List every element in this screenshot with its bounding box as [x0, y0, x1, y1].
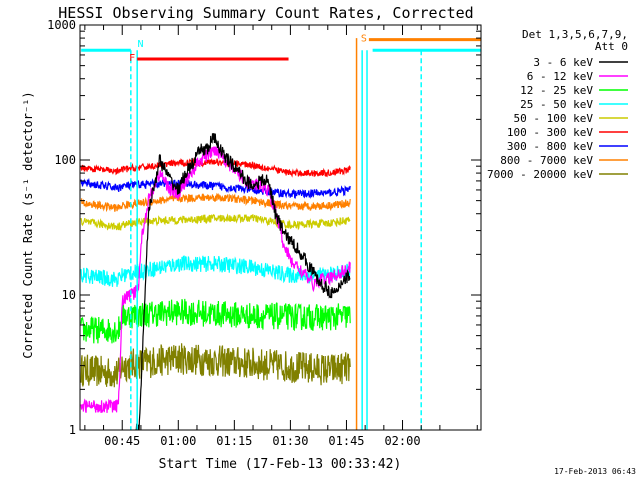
series-line-100-300-kev — [80, 157, 351, 178]
x-tick-label: 01:30 — [272, 434, 308, 448]
legend-header-line: Det 1,3,5,6,7,9, — [522, 28, 628, 41]
series-line-300-800-kev — [80, 177, 351, 200]
plot-frame — [79, 24, 482, 431]
legend-label: 7000 - 20000 keV — [487, 168, 593, 181]
x-tick-label: 01:15 — [216, 434, 252, 448]
legend-label: 50 - 100 keV — [514, 112, 594, 125]
series-line-25-50-kev — [80, 255, 351, 287]
legend-label: 25 - 50 keV — [520, 98, 593, 111]
series-line-50-100-kev — [80, 213, 351, 231]
legend-label: 300 - 800 keV — [507, 140, 593, 153]
y-tick-label: 1000 — [47, 18, 76, 32]
x-tick-label: 01:45 — [328, 434, 364, 448]
x-tick-label: 02:00 — [384, 434, 420, 448]
legend-label: 800 - 7000 keV — [500, 154, 593, 167]
state-flag-f: F — [129, 53, 135, 64]
legend-label: 100 - 300 keV — [507, 126, 593, 139]
chart-title: HESSI Observing Summary Count Rates, Cor… — [58, 4, 473, 22]
x-tick-label: 01:00 — [160, 434, 196, 448]
legend-label: 3 - 6 keV — [533, 56, 593, 69]
x-axis-label: Start Time (17-Feb-13 00:33:42) — [159, 457, 402, 472]
legend-label: 6 - 12 keV — [527, 70, 594, 83]
axis-ticks: 00:45 01:00 01:15 01:30 01:45 02:00 1 10 100 1000 — [47, 18, 481, 448]
legend-label: 12 - 25 keV — [520, 84, 593, 97]
y-tick-label: 1 — [69, 423, 76, 437]
series-line-800-7000-kev — [80, 192, 351, 213]
plot-area — [80, 38, 481, 430]
y-tick-label: 100 — [54, 153, 76, 167]
series-line-12-25-kev — [80, 298, 351, 344]
x-tick-label: 00:45 — [104, 434, 140, 448]
series-line-3-6-kev — [135, 133, 351, 430]
state-flag-n: N — [137, 39, 143, 50]
state-flag-s: S — [361, 34, 367, 45]
footer-timestamp: 17-Feb-2013 06:43 — [554, 467, 636, 476]
y-tick-label: 10 — [62, 288, 76, 302]
series-line-7000-20000-kev — [80, 343, 351, 388]
y-axis-label: Corrected Count Rate (s⁻¹ detector⁻¹) — [21, 91, 35, 358]
series-line-6-12-kev — [80, 146, 351, 413]
plot-content: NF S — [80, 34, 481, 430]
legend-header-line: Att 0 — [595, 40, 628, 53]
